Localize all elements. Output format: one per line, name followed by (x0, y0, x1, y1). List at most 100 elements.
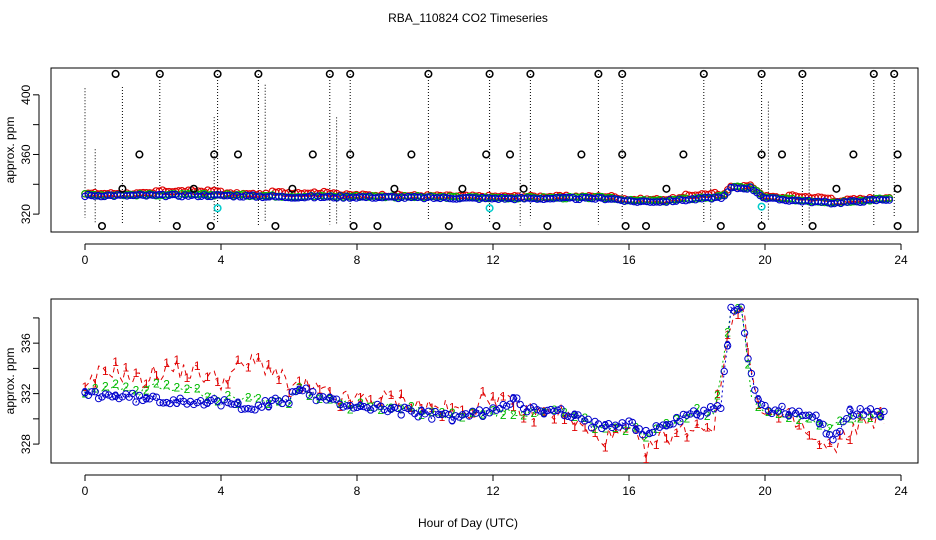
series-point-label: 1 (694, 417, 701, 431)
x-tick-label: 4 (218, 484, 225, 498)
series-point-label: 1 (133, 366, 140, 380)
cyan-point (213, 204, 222, 213)
series-point (360, 402, 368, 411)
series-point (343, 402, 351, 410)
series-point (876, 412, 885, 421)
series-point-label: 2 (745, 358, 752, 372)
series-point-label: 1 (428, 401, 435, 415)
x-tick-label: 4 (218, 253, 225, 267)
series-point-label: 3 (877, 409, 884, 423)
series-point (669, 197, 677, 206)
outlier-point (97, 221, 107, 231)
series-point (132, 398, 140, 406)
series-point (288, 388, 297, 396)
series-point (819, 420, 827, 428)
series-point-label: 2 (857, 411, 864, 425)
series-point (849, 412, 858, 420)
series-point (550, 407, 558, 415)
outlier-point (594, 69, 603, 79)
series-point-label: 3 (755, 393, 762, 407)
series-point (217, 402, 225, 410)
series-point (553, 406, 562, 414)
series-point (142, 394, 150, 403)
series-point-label: 2 (163, 377, 170, 391)
series-point (829, 435, 837, 444)
series-point (601, 421, 609, 430)
series-point-label: 1 (204, 370, 211, 384)
series-point-label: 2 (714, 389, 721, 403)
series-point-label: 3 (173, 396, 180, 410)
series-point (669, 420, 677, 428)
series-point-label: 2 (673, 412, 680, 426)
series-point-label: 2 (643, 430, 650, 444)
series-point-label: 3 (418, 404, 425, 418)
series-point (162, 192, 170, 201)
series-point-label: 2 (520, 409, 527, 423)
series-point (815, 419, 824, 428)
series-point (846, 406, 854, 414)
series-point-label: 1 (796, 418, 803, 432)
series-point-label: 1 (296, 374, 303, 388)
series-point (285, 399, 293, 408)
series-point (465, 412, 473, 420)
outlier-point (618, 150, 627, 159)
series-point (880, 407, 888, 416)
outlier-point (485, 69, 494, 79)
series-point-label: 2 (133, 384, 140, 398)
series-point-label: 2 (337, 397, 344, 411)
series-point (820, 197, 829, 206)
series-point (506, 400, 514, 408)
series-point-label: 1 (347, 397, 354, 411)
x-tick-label: 0 (82, 253, 89, 267)
series-point-label: 2 (694, 401, 701, 415)
outlier-point (543, 221, 552, 231)
series-point-label: 1 (316, 382, 323, 396)
series-point (885, 196, 894, 204)
series-point-label: 1 (561, 413, 568, 427)
series-point (723, 341, 732, 350)
outlier-point (757, 150, 766, 159)
outlier-point (444, 221, 453, 231)
outlier-point (349, 221, 358, 231)
series-point (720, 367, 728, 376)
series-point (611, 421, 620, 429)
series-point (751, 386, 759, 394)
series-point-label: 1 (122, 360, 129, 374)
series-point-label: 2 (214, 394, 221, 408)
series-point (152, 393, 161, 401)
series-point (683, 411, 691, 419)
x-tick-label: 12 (486, 253, 500, 267)
series-point (587, 424, 596, 432)
series-point-label: 1 (153, 369, 160, 383)
outlier-point (288, 184, 297, 193)
series-point-label: 1 (551, 413, 558, 427)
series-point-label: 1 (194, 359, 201, 373)
series-point (247, 405, 256, 413)
y-tick-label: 320 (19, 204, 33, 224)
series-point (754, 395, 762, 404)
cyan-point (757, 202, 766, 211)
series-point-label: 1 (184, 371, 191, 385)
series-point (812, 411, 820, 419)
outlier-point (832, 184, 841, 193)
outlier-point (890, 69, 899, 79)
outlier-point (458, 184, 467, 193)
series-point (703, 409, 711, 417)
outlier-point (155, 69, 164, 79)
cyan-point (485, 204, 494, 213)
outlier-point (757, 69, 766, 79)
outlier-point (325, 69, 334, 79)
series-point-label: 1 (704, 420, 711, 434)
series-line (84, 305, 885, 441)
series-point (173, 399, 181, 407)
series-point (774, 407, 783, 415)
outlier-point (869, 69, 878, 79)
series-point-label: 2 (408, 399, 415, 413)
series-point-label: 1 (520, 411, 527, 425)
outlier-point (390, 184, 399, 193)
series-point (737, 303, 745, 311)
series-point (572, 195, 580, 204)
outlier-point (777, 150, 787, 159)
series-point-label: 2 (877, 408, 884, 422)
